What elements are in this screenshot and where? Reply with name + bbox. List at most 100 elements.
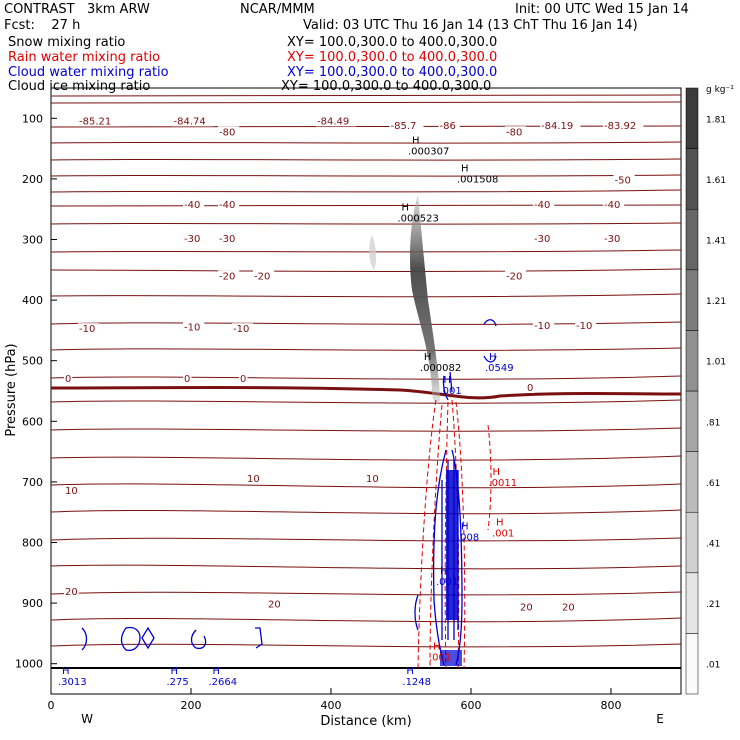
- isotherm-label-bg: [232, 323, 254, 335]
- isotherm-label-bg: [253, 270, 275, 282]
- cloud-water-contour: [141, 626, 155, 650]
- colorbar-swatch: [685, 390, 699, 452]
- x-tick-label: 0: [48, 699, 55, 712]
- isotherm-label: -10: [233, 324, 249, 335]
- model-title: CONTRAST 3km ARW: [4, 2, 150, 17]
- isotherm-label: 0: [240, 374, 246, 385]
- isotherm-line: [50, 189, 682, 193]
- isotherm-label-bg: [540, 120, 581, 132]
- isotherm-line: [50, 204, 682, 207]
- valid-time: Valid: 03 UTC Thu 16 Jan 14 (13 ChT Thu …: [303, 18, 638, 33]
- field-cloud-ice-label: Cloud ice mixing ratio: [8, 79, 151, 94]
- isotherm-line: [50, 101, 682, 104]
- isotherm-line: [50, 347, 682, 351]
- isotherm-label-bg: [533, 198, 555, 210]
- rain-contour: [451, 399, 460, 669]
- isotherm-contours: [50, 94, 682, 648]
- isotherm-label: -85.7: [391, 121, 417, 132]
- rain-contour: [444, 401, 449, 669]
- isotherm-label-bg: [526, 382, 535, 393]
- rain-contour: [429, 404, 443, 669]
- isotherm-label-bg: [64, 485, 79, 497]
- max-value-label: .001508: [457, 175, 498, 186]
- max-value-label: .000307: [408, 147, 449, 158]
- isotherm-label: 10: [366, 474, 379, 485]
- max-marker: H: [213, 666, 221, 677]
- field-snow-label: Snow mixing ratio: [8, 35, 126, 50]
- x-axis-title: Distance (km): [320, 714, 411, 729]
- isotherm-line: [50, 399, 682, 404]
- y-tick-label: 500: [22, 355, 43, 368]
- max-marker: H: [461, 164, 469, 175]
- isotherm-label: -30: [604, 234, 620, 245]
- colorbar-swatch: [685, 572, 699, 634]
- isotherm-label: 10: [247, 474, 260, 485]
- isotherm-label: -20: [254, 271, 270, 282]
- colorbar-swatch: [685, 208, 699, 271]
- org-label: NCAR/MMM: [240, 2, 315, 17]
- colorbar-label: .01: [706, 661, 720, 671]
- snow-plume-fragment: [369, 235, 377, 270]
- max-marker: H: [62, 666, 70, 677]
- cloud-water-core: [440, 470, 462, 666]
- isotherm-label: 20: [520, 602, 533, 613]
- isotherm-label-bg: [183, 372, 192, 384]
- isotherm-label: -84.49: [317, 116, 349, 127]
- max-marker: H: [444, 375, 452, 386]
- cloud-water-contour: [483, 355, 497, 363]
- y-tick-label: 400: [22, 294, 43, 307]
- isotherm-label-bg: [239, 372, 248, 384]
- isotherm-label: -80: [219, 127, 235, 138]
- cloud-water-contour: [442, 371, 453, 401]
- isotherm-label-bg: [183, 198, 205, 210]
- y-tick-label: 900: [22, 597, 43, 610]
- field-cloud-ice-xy: XY= 100.0,300.0 to 400.0,300.0: [281, 79, 492, 94]
- rain-contour: [487, 424, 492, 531]
- cloud-water-contour: [190, 629, 207, 650]
- cloud-water-contour: [120, 626, 141, 652]
- isotherm-label: -86: [440, 121, 456, 132]
- isotherm-line: [50, 158, 682, 161]
- freezing-level-line: [50, 386, 682, 400]
- colorbar-label: 1.01: [706, 358, 726, 368]
- forecast-hour: Fcst: 27 h: [4, 18, 81, 33]
- isotherm-label-bg: [316, 115, 357, 127]
- isotherm-label: -30: [184, 234, 200, 245]
- isotherm-label: 0: [527, 383, 533, 394]
- isotherm-label: -10: [184, 322, 200, 333]
- isotherm-label: -40: [534, 200, 550, 211]
- isotherm-line: [50, 249, 682, 253]
- field-rain-label: Rain water mixing ratio: [8, 50, 161, 65]
- x-tick-label: 800: [601, 699, 622, 712]
- colorbar-swatch: [685, 330, 699, 392]
- isotherm-label-bg: [183, 232, 205, 244]
- y-tick-label: 100: [22, 112, 43, 125]
- isotherm-label-bg: [218, 270, 240, 282]
- isotherm-label: -10: [576, 321, 592, 332]
- isotherm-line: [50, 174, 682, 177]
- isotherm-label: -10: [534, 321, 550, 332]
- colorbar-swatch: [685, 87, 699, 149]
- isotherm-label-bg: [438, 120, 460, 132]
- x-endpoint-east: E: [656, 712, 664, 726]
- init-time: Init: 00 UTC Wed 15 Jan 14: [515, 2, 689, 17]
- max-value-label: .001: [429, 653, 451, 664]
- y-tick-label: 1000: [15, 658, 43, 671]
- isotherm-label: -84.74: [174, 116, 206, 127]
- y-tick-label: 800: [22, 537, 43, 550]
- colorbar-label: .81: [706, 418, 720, 428]
- max-marker: H: [406, 666, 414, 677]
- isotherm-line: [50, 268, 682, 273]
- snow-plume: [410, 195, 440, 405]
- isotherm-line: [50, 321, 682, 325]
- isotherm-label: -30: [219, 234, 235, 245]
- colorbar-swatch: [685, 269, 699, 331]
- isotherm-label: -30: [534, 234, 550, 245]
- isotherm-label-bg: [64, 372, 73, 384]
- isotherm-label: 10: [65, 486, 78, 497]
- colorbar-label: .61: [706, 479, 720, 489]
- isotherm-label-bg: [519, 601, 534, 613]
- max-value-label: .3013: [58, 677, 87, 688]
- colorbar-label: 1.81: [706, 115, 726, 125]
